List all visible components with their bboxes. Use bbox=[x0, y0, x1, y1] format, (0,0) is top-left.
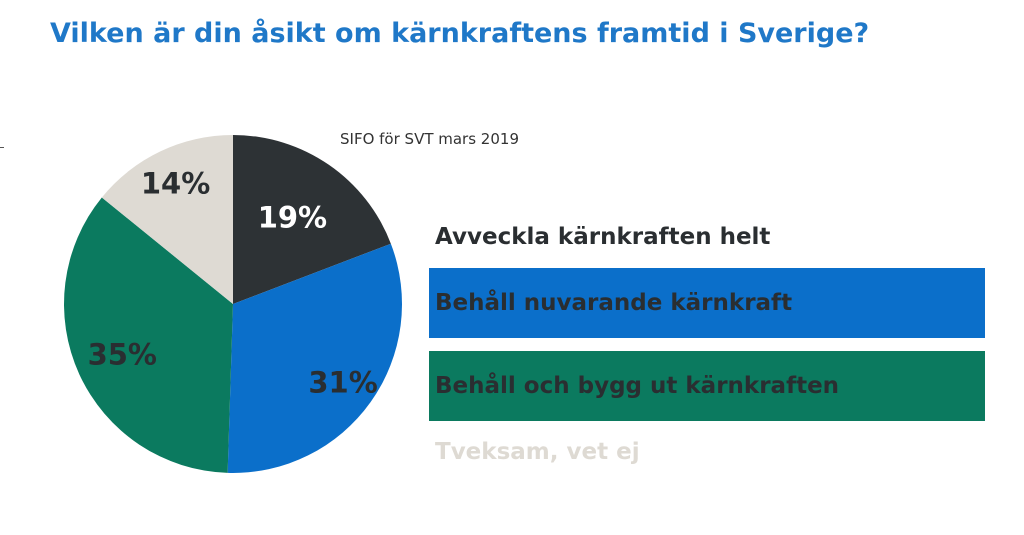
pie-slice-value-label: 14% bbox=[141, 167, 210, 201]
legend-item-avveckla: Avveckla kärnkraften helt bbox=[429, 202, 985, 272]
chart-source: SIFO för SVT mars 2019 bbox=[340, 130, 519, 148]
pie-slice-value-label: 31% bbox=[308, 365, 377, 399]
pie-slice-tveksam bbox=[101, 135, 233, 304]
pie-slice-bygg-ut bbox=[64, 197, 234, 473]
legend-item-behall-nuvarande: Behåll nuvarande kärnkraft bbox=[429, 268, 985, 338]
chart-title: Vilken är din åsikt om kärnkraftens fram… bbox=[50, 18, 870, 49]
legend-item-label: Behåll nuvarande kärnkraft bbox=[435, 290, 793, 316]
legend-item-label: Avveckla kärnkraften helt bbox=[435, 224, 771, 250]
legend-item-tveksam: Tveksam, vet ej bbox=[429, 417, 985, 487]
pie-slice-avveckla bbox=[233, 135, 391, 304]
legend-item-label: Tveksam, vet ej bbox=[435, 439, 640, 465]
legend-item-bygg-ut: Behåll och bygg ut kärnkraften bbox=[429, 351, 985, 421]
pie-slice-value-label: 35% bbox=[88, 338, 157, 372]
edge-mark bbox=[0, 147, 4, 148]
pie-slice-behall-nuvarande bbox=[227, 243, 402, 473]
pie-slice-value-label: 19% bbox=[258, 201, 327, 235]
legend-item-label: Behåll och bygg ut kärnkraften bbox=[435, 373, 840, 399]
